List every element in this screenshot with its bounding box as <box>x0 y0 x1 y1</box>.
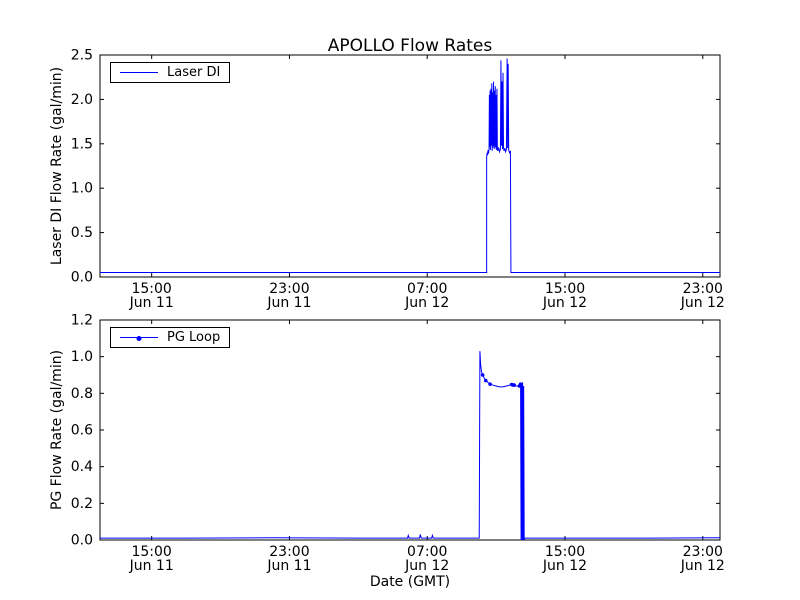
series-marker <box>480 373 485 377</box>
legend-line-sample <box>120 335 158 341</box>
x-tick-label: Jun 11 <box>129 558 174 574</box>
y-tick-label: 0.4 <box>71 459 93 475</box>
y-tick-label: 1.2 <box>71 313 93 329</box>
y-tick-label: 0.0 <box>71 533 93 549</box>
x-tick-label: 23:00 <box>269 281 309 297</box>
series-line-laser-di <box>100 58 720 274</box>
series-line-pg-loop <box>100 351 721 541</box>
y-tick-label: 1.0 <box>71 349 93 365</box>
x-tick-label: 15:00 <box>131 544 171 560</box>
y-tick-label: 2.0 <box>71 92 93 108</box>
x-tick-label: 15:00 <box>545 281 585 297</box>
axes-frame <box>99 54 721 278</box>
xlabel-date-gmt: Date (GMT) <box>369 574 451 590</box>
y-tick-label: 0.0 <box>71 270 93 286</box>
x-tick-label: Jun 12 <box>404 295 449 311</box>
y-tick-label: 1.0 <box>71 181 93 197</box>
x-tick-label: Jun 12 <box>404 558 449 574</box>
x-tick-label: Jun 11 <box>266 558 311 574</box>
y-tick-label: 0.6 <box>71 423 93 439</box>
x-tick-label: 07:00 <box>407 281 447 297</box>
y-tick-label: 1.5 <box>71 136 93 152</box>
legend-marker-dot <box>136 335 142 341</box>
series-marker <box>518 382 523 386</box>
x-tick-label: 15:00 <box>131 281 171 297</box>
series-marker <box>512 383 516 387</box>
y-tick-label: 0.2 <box>71 496 93 512</box>
legend-pg-loop: PG Loop <box>110 327 231 348</box>
x-tick-label: Jun 12 <box>680 558 725 574</box>
x-tick-label: Jun 11 <box>266 295 311 311</box>
legend-label: PG Loop <box>167 330 221 345</box>
y-tick-label: 0.5 <box>71 225 93 241</box>
x-tick-label: 07:00 <box>407 544 447 560</box>
legend-line-sample <box>120 72 158 73</box>
x-tick-label: Jun 12 <box>680 295 725 311</box>
ylabel-pg-loop: PG Flow Rate (gal/min) <box>49 349 65 511</box>
x-tick-label: Jun 12 <box>542 295 587 311</box>
axes-frame <box>99 319 721 541</box>
x-tick-label: 23:00 <box>683 544 723 560</box>
y-tick-label: 0.8 <box>71 386 93 402</box>
x-tick-label: Jun 12 <box>542 558 587 574</box>
legend-laser-di: Laser DI <box>110 62 231 83</box>
ylabel-laser-di: Laser DI Flow Rate (gal/min) <box>49 66 65 266</box>
y-tick-label: 2.5 <box>71 48 93 64</box>
x-tick-label: 23:00 <box>683 281 723 297</box>
legend-label: Laser DI <box>167 65 221 80</box>
x-tick-label: 23:00 <box>269 544 309 560</box>
series-marker <box>483 378 488 383</box>
chart-title: APOLLO Flow Rates <box>327 36 493 56</box>
series-marker <box>488 382 492 386</box>
x-tick-label: Jun 11 <box>129 295 174 311</box>
x-tick-label: 15:00 <box>545 544 585 560</box>
